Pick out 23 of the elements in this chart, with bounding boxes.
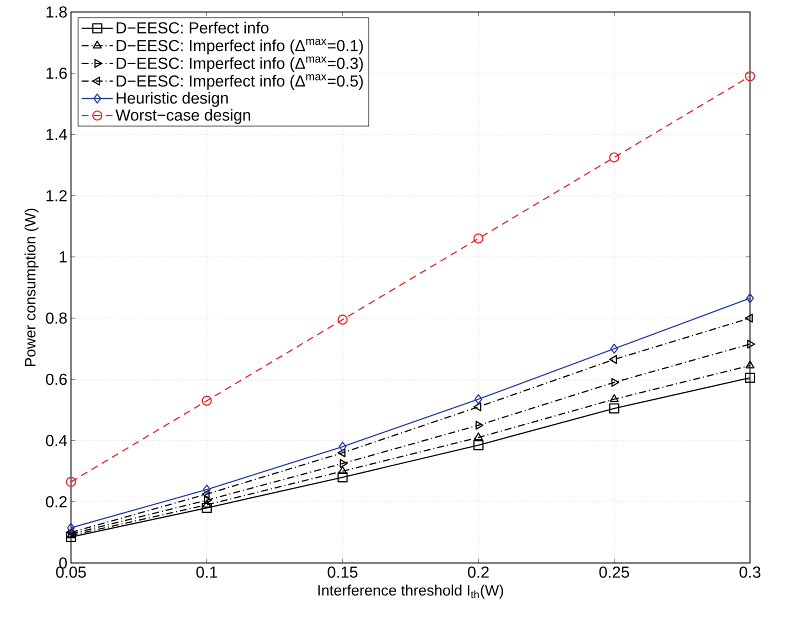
y-tick-label: 0.4 [46, 434, 68, 446]
legend-label: D−EESC: Imperfect info (Δ$^{max}$=0.1) [116, 38, 363, 54]
legend-label: Worst−case design [116, 109, 250, 124]
legend-label: D−EESC: Perfect info [116, 22, 268, 34]
y-tick-label: 1.2 [46, 190, 67, 202]
x-tick-label: 0.1 [196, 566, 218, 578]
y-tick-label: 1.8 [46, 6, 67, 18]
y-tick-label: 0.2 [46, 496, 67, 508]
x-tick-label: 0.25 [599, 566, 630, 578]
y-axis-title: Power consumption (W) [24, 208, 38, 366]
y-tick-label: 1.6 [46, 68, 67, 79]
x-tick-label: 0.15 [328, 566, 358, 578]
legend-label: D−EESC: Imperfect info (Δ$^{max}$=0.5) [116, 74, 363, 90]
x-tick-label: 0.05 [56, 566, 86, 578]
y-tick-label: 1 [60, 251, 67, 262]
y-tick-label: 0.6 [46, 374, 67, 385]
x-axis-title: Interference threshold I$_{th}$(W) [318, 584, 504, 599]
x-tick-label: 0.3 [740, 566, 760, 578]
legend-label: D−EESC: Imperfect info (Δ$^{max}$=0.3) [116, 56, 363, 72]
y-tick-label: 1.4 [46, 128, 68, 140]
y-tick-label: 0.8 [46, 312, 67, 324]
x-tick-label: 0.2 [468, 566, 489, 578]
legend-label: Heuristic design [116, 92, 228, 107]
